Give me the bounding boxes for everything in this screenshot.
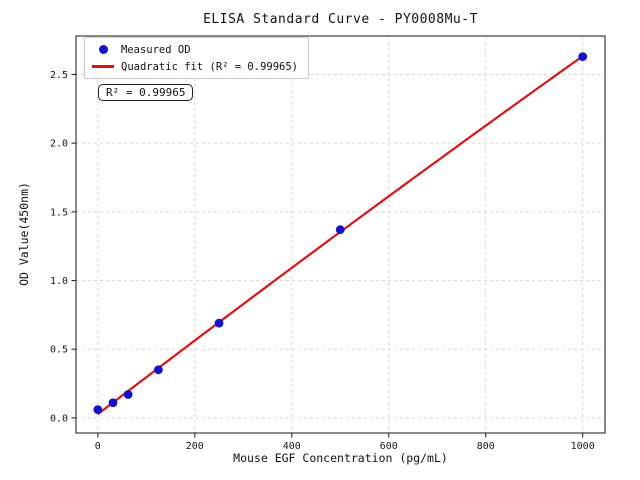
y-tick-label: 0.5 (50, 345, 68, 356)
quadratic-fit-line (97, 55, 584, 416)
data-point (123, 390, 133, 399)
x-tick-label: 1000 (571, 441, 595, 452)
data-point (335, 225, 345, 235)
scatter-point-icon (98, 45, 108, 54)
chart-title: ELISA Standard Curve - PY0008Mu-T (203, 12, 478, 27)
y-tick-label: 0.0 (50, 413, 68, 424)
legend-label-fit: Quadratic fit (R² = 0.99965) (121, 60, 299, 73)
y-tick-label: 1.5 (50, 207, 68, 218)
x-axis-label: Mouse EGF Concentration (pg/mL) (233, 451, 448, 465)
y-tick-label: 2.0 (50, 139, 68, 150)
data-point (108, 398, 118, 408)
legend-label-measured: Measured OD (121, 43, 191, 56)
legend: Measured OD Quadratic fit (R² = 0.99965) (84, 37, 310, 79)
y-axis-label: OD Value(450nm) (17, 182, 31, 286)
data-point (578, 52, 588, 62)
x-tick-label: 400 (283, 441, 301, 452)
data-point (214, 318, 224, 328)
data-point (93, 405, 103, 415)
x-tick-label: 0 (95, 441, 101, 452)
legend-marker-cell (85, 45, 121, 54)
y-tick-label: 1.0 (50, 276, 68, 287)
axes-frame (75, 35, 606, 434)
y-tick-label: 2.5 (50, 70, 68, 81)
x-tick-label: 600 (380, 441, 398, 452)
legend-marker-cell (85, 65, 121, 68)
legend-item-fit: Quadratic fit (R² = 0.99965) (85, 58, 298, 75)
x-tick-label: 800 (477, 441, 495, 452)
r-squared-annotation: R² = 0.99965 (98, 84, 194, 101)
x-tick-label: 200 (186, 441, 204, 452)
legend-item-measured: Measured OD (85, 41, 298, 58)
data-point (154, 365, 163, 375)
fit-line-icon (92, 65, 114, 68)
